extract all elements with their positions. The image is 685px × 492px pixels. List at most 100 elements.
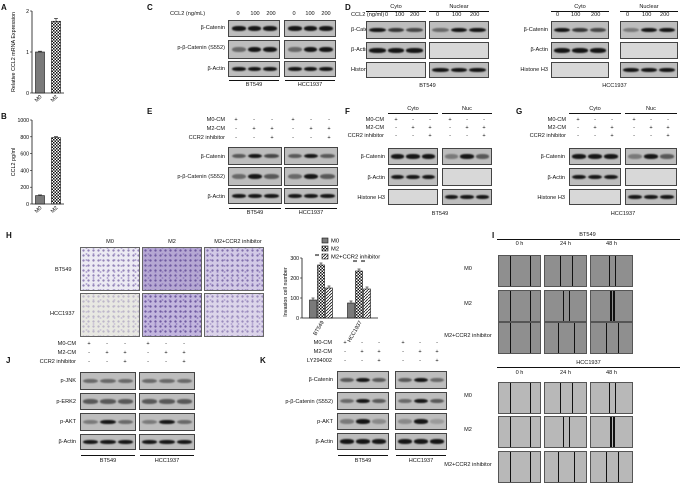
k-row-label: β-Actin <box>315 439 333 445</box>
h-col-label: M2 <box>168 239 176 245</box>
time-label: 0 h <box>515 241 524 247</box>
western-blot <box>228 188 282 204</box>
condition-sign: + <box>327 126 331 132</box>
legend-swatch <box>321 237 329 244</box>
invasion-micrograph <box>204 247 264 291</box>
x-tick-label: BT549 <box>313 320 326 337</box>
condition-sign: - <box>412 133 414 139</box>
condition-sign: - <box>650 117 652 123</box>
condition-sign: + <box>435 349 439 355</box>
condition-sign: + <box>411 125 415 131</box>
condition-sign: + <box>270 126 274 132</box>
e-row-label: β-Actin <box>207 194 225 200</box>
western-blot <box>284 20 336 37</box>
panel-label-f: F <box>345 107 350 116</box>
bar <box>317 264 325 319</box>
d-dose: 200 <box>660 12 670 18</box>
panel-label-h: H <box>6 231 12 240</box>
condition-sign: + <box>649 125 653 131</box>
condition-label: M0 <box>464 393 472 399</box>
wound-image <box>544 290 587 322</box>
wound-image <box>498 451 541 483</box>
d-row-label: Histone H3 <box>520 67 548 73</box>
condition-sign: - <box>611 117 613 123</box>
y-axis-label: CCL2 pg/ml <box>11 148 17 176</box>
condition-sign: - <box>436 340 438 346</box>
condition-sign: + <box>482 133 486 139</box>
western-blot <box>388 148 438 165</box>
condition-sign: + <box>270 135 274 141</box>
western-blot <box>429 42 489 59</box>
j-cell-label: HCC1937 <box>154 458 180 464</box>
f-group: Nuc <box>462 106 472 112</box>
d-dose: 200 <box>470 12 480 18</box>
y-tick-label: 800 <box>20 135 29 141</box>
y-tick-label: 400 <box>20 168 29 174</box>
y-axis-label: Invasion cell number <box>283 267 289 317</box>
condition-sign: + <box>146 341 150 347</box>
d-dose: 0 <box>385 12 389 18</box>
condition-sign: - <box>88 359 90 365</box>
condition-sign: - <box>594 117 596 123</box>
condition-sign: - <box>402 358 404 364</box>
western-blot <box>551 21 609 39</box>
condition-sign: - <box>449 133 451 139</box>
time-label: 24 h <box>560 370 571 376</box>
y-tick-label: 1000 <box>17 118 29 124</box>
condition-sign: + <box>343 340 347 346</box>
condition-sign: - <box>253 135 255 141</box>
wound-image <box>544 382 587 414</box>
d-cell-label: BT549 <box>419 83 436 89</box>
condition-sign: + <box>182 359 186 365</box>
condition-sign: + <box>252 126 256 132</box>
condition-sign: - <box>310 117 312 123</box>
condition-sign: - <box>106 359 108 365</box>
western-blot <box>442 189 492 205</box>
f-cell-label: BT549 <box>431 211 449 217</box>
c-row-label: p-β-Catenin (S552) <box>177 45 225 51</box>
e-row-label: β-Catenin <box>200 154 225 160</box>
condition-sign: + <box>418 349 422 355</box>
condition-sign: - <box>344 349 346 355</box>
time-label: 48 h <box>606 241 617 247</box>
significance-mark: ** <box>353 260 358 266</box>
western-blot <box>80 372 136 390</box>
i-cell-label: HCC1937 <box>576 360 601 366</box>
condition-sign: + <box>105 350 109 356</box>
western-blot <box>80 434 136 450</box>
condition-sign: + <box>435 358 439 364</box>
x-tick-label: M0 <box>34 94 44 104</box>
condition-sign: - <box>235 126 237 132</box>
j-row-label: p-AKT <box>60 419 76 425</box>
c-cell-label: HCC1937 <box>297 82 323 88</box>
condition-label: M2-CM <box>206 126 225 132</box>
western-blot <box>395 433 447 450</box>
western-blot <box>366 21 426 39</box>
condition-label: CCR2 inhibitor <box>347 133 384 139</box>
k-row-label: p-β-Catenin (S552) <box>285 399 333 405</box>
condition-sign: - <box>466 117 468 123</box>
condition-label: M0 <box>464 266 472 272</box>
western-blot <box>228 147 282 165</box>
condition-label: M0-CM <box>365 117 384 123</box>
western-blot <box>625 148 677 165</box>
condition-sign: - <box>594 133 596 139</box>
western-blot <box>442 168 492 186</box>
condition-sign: - <box>378 340 380 346</box>
h-row-label: HCC1937 <box>50 311 75 317</box>
c-dose: 200 <box>266 11 276 17</box>
x-tick-label: M2 <box>50 205 60 215</box>
f-group: Cyto <box>407 106 419 112</box>
western-blot <box>620 21 678 39</box>
i-cell-label: BT549 <box>579 232 596 238</box>
invasion-micrograph <box>80 247 140 291</box>
c-dose: 100 <box>250 11 260 17</box>
western-blot <box>551 62 609 78</box>
legend-label: M2 <box>331 247 339 253</box>
g-group: Cyto <box>589 106 601 112</box>
condition-sign: + <box>291 117 295 123</box>
panel-label-k: K <box>260 356 266 365</box>
condition-label: M2-CM <box>57 350 76 356</box>
d-dose: 0 <box>436 12 440 18</box>
western-blot <box>80 413 136 431</box>
